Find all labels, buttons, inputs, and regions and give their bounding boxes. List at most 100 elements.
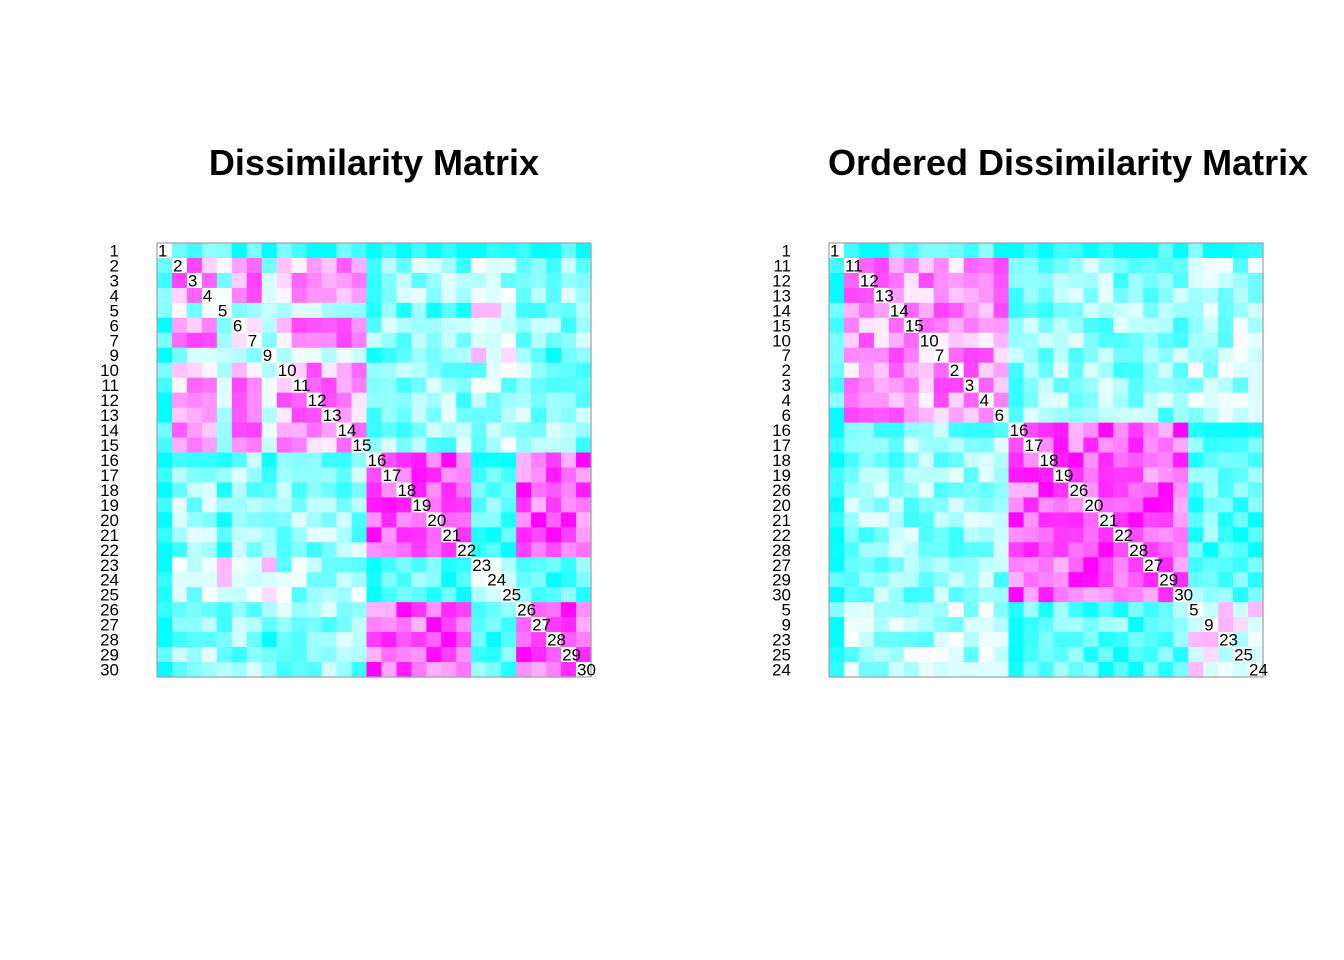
- heatmap-cell: [1233, 437, 1249, 454]
- heatmap-cell: [933, 662, 950, 678]
- heatmap-cell: [1143, 302, 1159, 319]
- heatmap-cell: [1248, 647, 1264, 663]
- heatmap-cell: [843, 497, 860, 513]
- heatmap-cell: [171, 272, 188, 289]
- chart-title-dissimilarity: Dissimilarity Matrix: [208, 142, 540, 183]
- heatmap-cell: [933, 632, 950, 648]
- heatmap-cell: [873, 407, 890, 424]
- heatmap-cell: [471, 542, 487, 558]
- heatmap-cell: [873, 482, 890, 499]
- heatmap-cell: [918, 332, 935, 349]
- heatmap-cell: [903, 557, 920, 573]
- heatmap-cell: [1248, 377, 1264, 394]
- heatmap-cell: [396, 257, 413, 274]
- heatmap-cell: [546, 257, 562, 274]
- heatmap-cell: [471, 407, 487, 424]
- heatmap-cell: [546, 377, 562, 394]
- heatmap-cell: [261, 272, 278, 289]
- heatmap-cell: [918, 647, 935, 663]
- heatmap-cell: [1068, 437, 1085, 454]
- heatmap-cell: [411, 512, 427, 528]
- diagonal-label: 14: [890, 301, 909, 320]
- heatmap-cell: [1188, 662, 1204, 678]
- heatmap-cell: [546, 452, 562, 469]
- heatmap-cell: [1248, 422, 1264, 439]
- heatmap-cell: [366, 332, 383, 349]
- heatmap-cell: [963, 617, 980, 633]
- heatmap-cell: [1113, 617, 1129, 633]
- heatmap-cell: [546, 362, 562, 379]
- heatmap-cell: [441, 527, 457, 543]
- heatmap-cell: [157, 257, 173, 274]
- heatmap-cell: [858, 257, 875, 274]
- heatmap-cell: [1173, 482, 1189, 499]
- diagonal-label: 12: [860, 271, 879, 290]
- heatmap-cell: [1158, 272, 1174, 289]
- heatmap-cell: [426, 422, 442, 439]
- heatmap-cell: [157, 377, 173, 394]
- heatmap-cell: [1098, 317, 1114, 334]
- heatmap-cell: [1233, 347, 1249, 364]
- heatmap-cell: [918, 362, 935, 379]
- heatmap-cell: [231, 512, 248, 528]
- heatmap-cell: [516, 332, 532, 349]
- heatmap-cell: [1248, 362, 1264, 379]
- heatmap-cell: [396, 542, 413, 558]
- heatmap-cell: [843, 302, 860, 319]
- heatmap-cell: [441, 272, 457, 289]
- heatmap-cell: [501, 272, 517, 289]
- heatmap-cell: [873, 617, 890, 633]
- heatmap-cell: [1218, 317, 1234, 334]
- heatmap-cell: [858, 332, 875, 349]
- heatmap-cell: [216, 542, 233, 558]
- heatmap-cell: [1083, 497, 1099, 513]
- heatmap-cell: [216, 422, 233, 439]
- heatmap-cell: [1203, 647, 1219, 663]
- heatmap-cell: [171, 302, 188, 319]
- heatmap-cell: [381, 647, 398, 663]
- heatmap-cell: [246, 662, 263, 678]
- heatmap-cell: [186, 377, 203, 394]
- heatmap-cell: [456, 467, 472, 484]
- heatmap-cell: [963, 302, 980, 319]
- heatmap-cell: [993, 407, 1010, 424]
- heatmap-cell: [471, 482, 487, 499]
- heatmap-cell: [918, 467, 935, 484]
- heatmap-cell: [171, 422, 188, 439]
- heatmap-cell: [486, 662, 502, 678]
- heatmap-cell: [978, 647, 995, 663]
- heatmap-cell: [873, 662, 890, 678]
- heatmap-cell: [411, 332, 427, 349]
- heatmap-cell: [888, 647, 905, 663]
- heatmap-cell: [888, 243, 905, 259]
- heatmap-cell: [501, 497, 517, 513]
- heatmap-cell: [903, 452, 920, 469]
- heatmap-cell: [381, 347, 398, 364]
- heatmap-cell: [1188, 602, 1204, 618]
- heatmap-cell: [381, 362, 398, 379]
- heatmap-cell: [246, 422, 263, 439]
- heatmap-cell: [246, 467, 263, 484]
- heatmap-cell: [1143, 512, 1159, 528]
- heatmap-cell: [1038, 437, 1055, 454]
- heatmap-cell: [381, 272, 398, 289]
- heatmap-cell: [1188, 482, 1204, 499]
- heatmap-cell: [306, 392, 323, 409]
- heatmap-cell: [1023, 302, 1040, 319]
- heatmap-cell: [948, 587, 965, 603]
- heatmap-cell: [1188, 243, 1204, 259]
- heatmap-cell: [1023, 347, 1040, 364]
- heatmap-cell: [963, 362, 980, 379]
- heatmap-cell: [1158, 482, 1174, 499]
- heatmap-cell: [186, 617, 203, 633]
- heatmap-cell: [576, 632, 592, 648]
- heatmap-cell: [948, 422, 965, 439]
- heatmap-cell: [1038, 527, 1055, 543]
- heatmap-cell: [1098, 557, 1114, 573]
- heatmap-cell: [1233, 512, 1249, 528]
- heatmap-cell: [858, 587, 875, 603]
- heatmap-cell: [1098, 662, 1114, 678]
- heatmap-cell: [381, 482, 398, 499]
- heatmap-cell: [336, 362, 353, 379]
- heatmap-cell: [858, 287, 875, 304]
